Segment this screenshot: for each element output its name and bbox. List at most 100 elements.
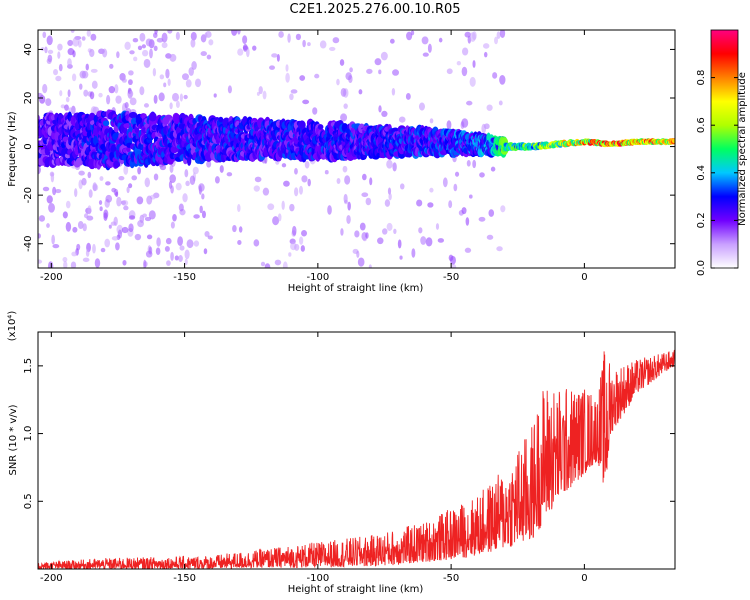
heatmap-speckle bbox=[393, 228, 397, 235]
spectrogram-y-tick-label: -40 bbox=[23, 236, 34, 252]
heatmap-speckle bbox=[128, 223, 134, 233]
heatmap-speckle bbox=[483, 51, 488, 58]
heatmap-speckle bbox=[146, 234, 153, 240]
chart-title: C2E1.2025.276.00.10.R05 bbox=[289, 2, 461, 17]
heatmap-speckle bbox=[52, 243, 60, 249]
heatmap-speckle bbox=[427, 43, 432, 53]
colorbar-tick-label: 0.2 bbox=[696, 212, 707, 228]
heatmap-speckle bbox=[177, 236, 184, 246]
heatmap-speckle bbox=[389, 38, 395, 44]
heatmap-speckle bbox=[124, 41, 131, 50]
heatmap-speckle bbox=[153, 94, 158, 104]
heatmap-speckle bbox=[126, 186, 130, 194]
heatmap-speckle bbox=[442, 177, 448, 188]
heatmap-speckle bbox=[190, 38, 196, 48]
heatmap-speckle bbox=[78, 170, 85, 176]
heatmap-speckle bbox=[406, 31, 413, 41]
heatmap-speckle bbox=[128, 79, 133, 86]
heatmap-speckle bbox=[314, 73, 320, 79]
heatmap-speckle bbox=[89, 91, 95, 100]
heatmap-speckle bbox=[292, 225, 297, 236]
heatmap-speckle bbox=[100, 247, 106, 253]
heatmap-speckle bbox=[324, 170, 329, 175]
heatmap-speckle bbox=[307, 42, 311, 47]
heatmap-speckle bbox=[405, 93, 411, 100]
heatmap-speckle bbox=[490, 166, 496, 172]
heatmap-speckle bbox=[332, 37, 340, 44]
heatmap-speckle bbox=[354, 230, 360, 238]
heatmap-speckle bbox=[496, 246, 503, 252]
heatmap-speckle bbox=[386, 159, 393, 169]
heatmap-speckle bbox=[65, 221, 72, 232]
heatmap-speckle bbox=[182, 193, 188, 203]
heatmap-speckle bbox=[203, 248, 208, 255]
heatmap-speckle bbox=[111, 236, 119, 241]
heatmap-speckle bbox=[300, 245, 305, 252]
heatmap-speckle bbox=[219, 165, 224, 173]
heatmap-speckle bbox=[461, 66, 468, 77]
heatmap-speckle bbox=[42, 83, 48, 94]
heatmap-speckle bbox=[201, 210, 206, 219]
heatmap-speckle bbox=[53, 69, 59, 76]
heatmap-speckle bbox=[67, 58, 72, 68]
heatmap-speckle bbox=[242, 35, 248, 45]
heatmap-speckle bbox=[327, 205, 332, 215]
heatmap-speckle bbox=[302, 99, 310, 105]
heatmap-speckle bbox=[283, 180, 290, 187]
heatmap-speckle bbox=[57, 51, 61, 59]
heatmap-speckle bbox=[281, 163, 287, 168]
heatmap-speckle bbox=[137, 45, 143, 51]
heatmap-speckle bbox=[461, 207, 467, 215]
snr-y-tick-label: 1.0 bbox=[23, 426, 34, 442]
heatmap-speckle bbox=[72, 226, 78, 233]
heatmap-speckle bbox=[453, 183, 458, 192]
heatmap-blob bbox=[129, 111, 138, 119]
heatmap-speckle bbox=[74, 188, 78, 198]
heatmap-speckle bbox=[55, 75, 62, 82]
heatmap-speckle bbox=[382, 228, 388, 235]
heatmap-speckle bbox=[38, 215, 46, 222]
heatmap-speckle bbox=[170, 251, 174, 261]
heatmap-speckle bbox=[111, 187, 117, 193]
heatmap-speckle bbox=[472, 60, 476, 68]
heatmap-speckle bbox=[67, 48, 75, 56]
heatmap-speckle bbox=[392, 162, 397, 172]
heatmap-speckle bbox=[79, 83, 83, 90]
heatmap-speckle bbox=[200, 51, 207, 57]
heatmap-speckle bbox=[133, 56, 138, 62]
colorbar bbox=[710, 29, 739, 269]
heatmap-speckle bbox=[124, 102, 129, 109]
heatmap-speckle bbox=[88, 189, 93, 198]
heatmap-speckle bbox=[99, 206, 103, 212]
heatmap-speckle bbox=[77, 220, 84, 230]
heatmap-speckle bbox=[42, 186, 50, 192]
heatmap-speckle bbox=[285, 72, 290, 83]
heatmap-speckle bbox=[201, 193, 205, 200]
heatmap-speckle bbox=[155, 247, 161, 256]
heatmap-speckle bbox=[399, 183, 405, 190]
heatmap-speckle bbox=[110, 221, 117, 226]
heatmap-speckle bbox=[281, 200, 285, 210]
heatmap-speckle bbox=[167, 30, 173, 34]
heatmap-speckle bbox=[206, 160, 212, 168]
snr-y-tick-label: 0.5 bbox=[23, 493, 34, 509]
heatmap-speckle bbox=[272, 216, 280, 226]
heatmap-speckle bbox=[102, 48, 108, 58]
heatmap-speckle bbox=[46, 195, 53, 204]
heatmap-speckle bbox=[418, 102, 425, 111]
heatmap-speckle bbox=[87, 171, 92, 179]
heatmap-speckle bbox=[104, 238, 111, 248]
heatmap-speckle bbox=[178, 203, 184, 212]
heatmap-speckle bbox=[90, 33, 97, 41]
heatmap-speckle bbox=[269, 65, 276, 70]
heatmap-speckle bbox=[191, 61, 197, 70]
heatmap-speckle bbox=[129, 50, 135, 55]
heatmap-speckle bbox=[472, 159, 477, 169]
heatmap-speckle bbox=[118, 176, 125, 181]
heatmap-speckle bbox=[339, 59, 345, 66]
heatmap-speckle bbox=[139, 32, 146, 42]
heatmap-speckle bbox=[232, 224, 237, 233]
heatmap-speckle bbox=[295, 33, 302, 41]
heatmap-speckle bbox=[82, 223, 87, 232]
heatmap-speckle bbox=[149, 48, 153, 59]
